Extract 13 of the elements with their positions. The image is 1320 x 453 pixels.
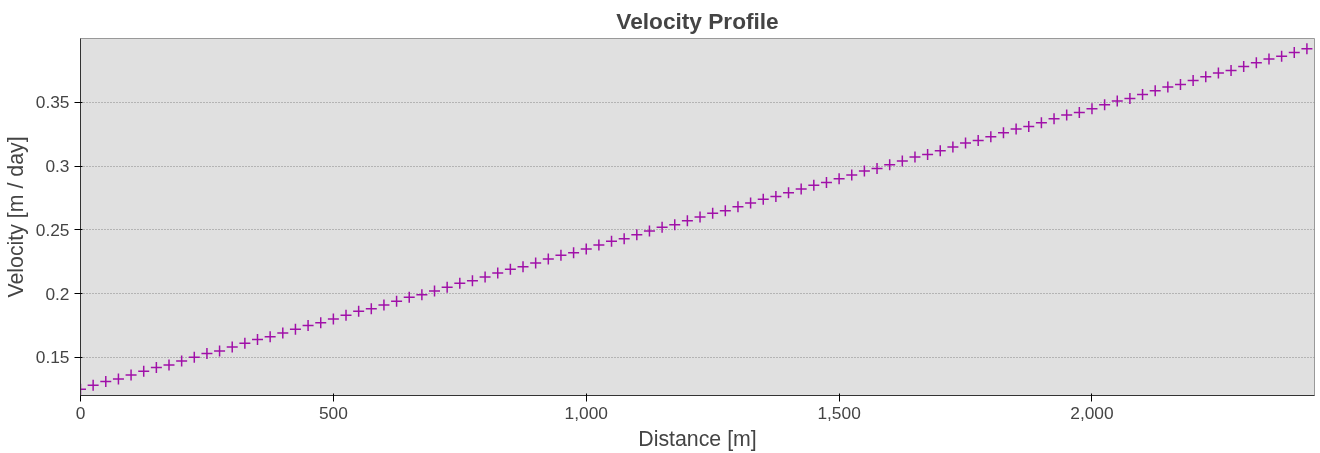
x-tick-label: 500	[318, 402, 348, 423]
y-axis-title: Velocity [m / day]	[3, 136, 28, 298]
x-tick-label: 0	[75, 402, 86, 423]
y-tick-label: 0.2	[45, 283, 70, 304]
y-tick-label: 0.3	[45, 156, 70, 176]
y-tick-label: 0.35	[35, 92, 70, 113]
x-tick-label: 1,000	[564, 402, 608, 423]
x-tick-label: 1,500	[817, 402, 861, 423]
x-axis-title: Distance [m]	[638, 426, 757, 451]
x-tick-label: 2,000	[1070, 402, 1114, 423]
chart-title: Velocity Profile	[616, 7, 779, 34]
y-tick-label: 0.25	[35, 219, 70, 240]
y-tick-label: 0.15	[35, 347, 70, 368]
